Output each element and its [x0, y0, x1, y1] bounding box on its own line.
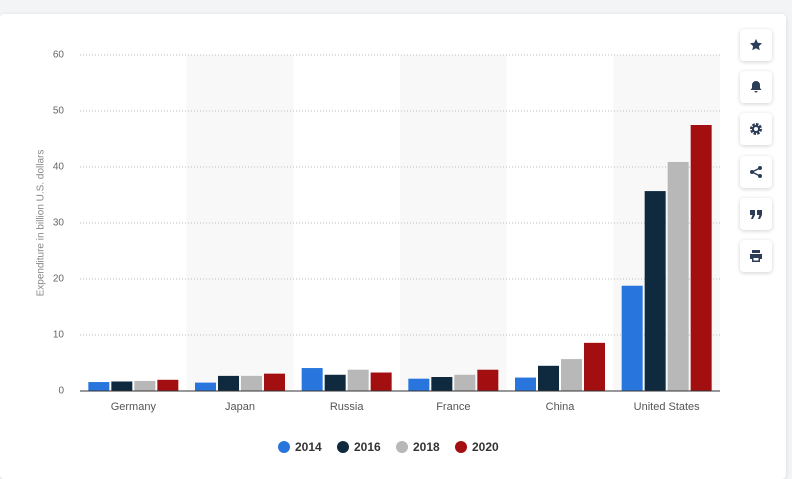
y-tick-label: 0 — [58, 386, 64, 397]
bar — [644, 191, 666, 391]
bar — [347, 369, 369, 391]
bar — [477, 369, 499, 391]
bar — [301, 368, 323, 391]
bar — [584, 342, 605, 391]
x-tick-label: United States — [634, 401, 701, 413]
bar — [241, 375, 262, 391]
bar — [431, 377, 453, 391]
legend-label: 2016 — [354, 440, 381, 454]
bar — [134, 380, 156, 391]
legend-marker — [337, 441, 349, 453]
cite-button[interactable] — [740, 198, 772, 230]
x-tick-label: China — [546, 401, 576, 413]
notification-button[interactable] — [740, 71, 772, 103]
bar — [264, 373, 285, 391]
y-tick-label: 20 — [53, 274, 65, 285]
y-tick-label: 60 — [53, 50, 65, 61]
legend-marker — [278, 441, 290, 453]
legend-marker — [455, 441, 467, 453]
legend-label: 2018 — [413, 440, 440, 454]
legend-label: 2020 — [472, 440, 499, 454]
bar — [324, 374, 346, 391]
bar — [111, 381, 133, 391]
bar — [454, 374, 476, 391]
y-tick-label: 10 — [53, 330, 65, 341]
print-button[interactable] — [740, 240, 772, 272]
x-tick-label: Russia — [330, 401, 365, 413]
y-tick-label: 40 — [53, 162, 65, 173]
bar — [195, 382, 216, 391]
bar — [690, 125, 712, 391]
y-tick-label: 50 — [53, 106, 65, 117]
bar — [621, 285, 643, 391]
bar — [88, 382, 110, 391]
bar — [218, 375, 239, 391]
legend-label: 2014 — [295, 440, 322, 454]
legend-marker — [396, 441, 408, 453]
bar — [561, 359, 582, 391]
share-button[interactable] — [740, 156, 772, 188]
bar — [370, 372, 392, 391]
x-tick-label: France — [436, 401, 470, 413]
bar — [538, 365, 559, 391]
bar — [667, 161, 689, 391]
bar — [157, 379, 179, 391]
x-tick-label: Japan — [225, 401, 255, 413]
bar — [515, 377, 536, 391]
settings-button[interactable] — [740, 113, 772, 145]
y-axis-title: Expenditure in billion U.S. dollars — [36, 150, 47, 297]
y-tick-label: 30 — [53, 218, 65, 229]
x-tick-label: Germany — [111, 401, 157, 413]
favorite-button[interactable] — [740, 29, 772, 61]
bar — [408, 378, 430, 391]
